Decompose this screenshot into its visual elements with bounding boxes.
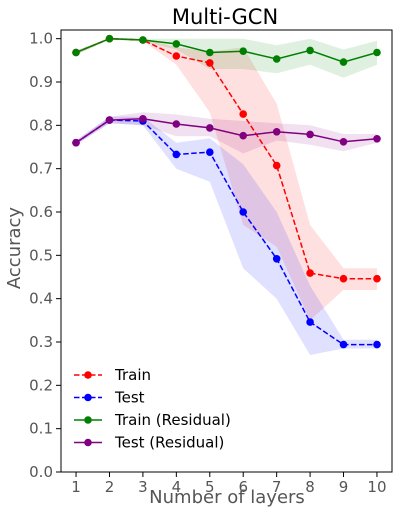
legend-train-marker [84,371,92,379]
legend-train-residual-marker [84,416,92,424]
train-residual-point [139,36,147,44]
x-tick-label: 1 [71,478,81,496]
confidence-bands [76,37,377,355]
test-residual-point [172,120,181,128]
y-tick-label: 0.0 [29,463,53,481]
train-residual-point [172,40,181,48]
legend-test-marker [84,393,92,402]
legend-train-residual-label: Train (Residual) [114,411,231,429]
y-tick-label: 0.9 [29,73,53,91]
y-tick-label: 0.8 [29,116,53,134]
test-line [75,119,377,346]
test-residual-point [272,128,281,136]
train-residual-point [272,55,281,63]
y-tick-label: 0.7 [29,160,53,178]
test-point [373,340,381,349]
y-tick-label: 0.1 [29,420,53,438]
test-point [339,340,348,349]
test-residual-point [206,124,214,132]
train-residual-point [373,48,381,57]
train-point [339,274,348,283]
x-axis-ticks: 1 2 3 4 5 6 7 8 9 10 [71,472,387,496]
x-tick-label: 3 [138,478,148,496]
x-tick-label: 8 [305,478,315,496]
test-point [172,150,181,159]
y-tick-label: 0.2 [29,376,53,394]
x-tick-label: 4 [172,478,182,496]
x-axis-label: Number of layers [149,487,305,508]
x-tick-label: 6 [238,478,248,496]
test-point [239,208,247,216]
test-residual-line [75,118,378,144]
train-residual-point [72,48,80,57]
train-residual-line [75,37,378,63]
test-residual-point [306,130,314,139]
test-point [272,254,281,263]
train-point [172,52,181,60]
legend-train-label: Train [114,366,151,384]
y-axis-ticks: 0.0 0.1 0.2 0.3 0.4 0.5 0.6 0.7 0.8 0.9 1.0 [29,30,61,481]
y-tick-label: 0.6 [29,203,53,221]
train-residual-point [206,48,214,57]
train-point [239,110,247,118]
train-band [76,37,377,321]
y-axis-label: Accuracy [4,207,25,290]
train-point [306,269,314,277]
series-markers [72,34,381,349]
legend: Train Test Train (Residual) Test (Residual) [74,366,231,452]
test-residual-point [339,138,348,146]
test-residual-point [72,138,80,147]
x-tick-label: 9 [339,478,349,496]
test-band [76,116,377,355]
x-tick-label: 2 [105,478,115,496]
test-residual-point [105,116,114,124]
x-tick-label: 5 [205,478,215,496]
train-residual-point [306,46,314,55]
y-tick-label: 0.4 [29,290,53,308]
train-residual-point [339,58,348,66]
train-residual-band [76,37,377,78]
test-point [206,148,214,156]
y-tick-label: 1.0 [29,30,53,48]
train-point [206,59,214,67]
train-residual-point [239,47,247,55]
y-tick-label: 0.3 [29,333,53,351]
legend-test-label: Test [114,389,145,407]
train-point [373,274,381,283]
x-tick-label: 7 [272,478,282,496]
train-point [272,161,281,170]
series-lines [75,37,378,346]
legend-test-residual-label: Test (Residual) [114,434,224,452]
chart-title: Multi-GCN [172,5,278,29]
test-residual-band [76,112,377,154]
test-residual-point [239,131,247,140]
test-residual-point [139,115,147,123]
test-residual-point [373,135,381,143]
test-point [306,318,314,326]
y-tick-label: 0.5 [29,246,53,264]
plot-area-frame [60,29,393,473]
legend-test-residual-marker [84,438,92,447]
train-residual-point [105,34,114,43]
x-tick-label: 10 [367,478,386,496]
